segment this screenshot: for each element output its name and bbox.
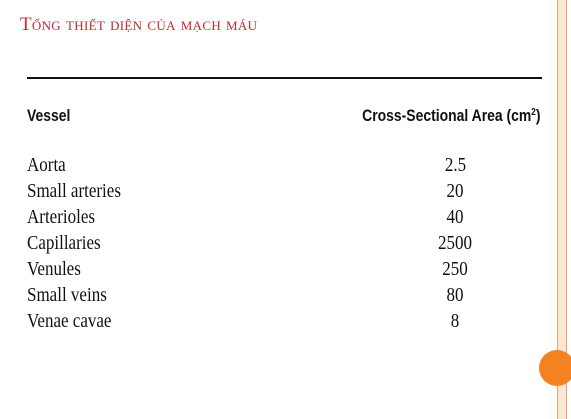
area-value: 80: [446, 284, 464, 306]
table-row: Capillaries 2500: [27, 230, 542, 256]
vessel-name: Arterioles: [27, 206, 95, 228]
header-area-suffix: ): [536, 106, 541, 125]
table-row: Arterioles 40: [27, 204, 542, 230]
header-area-text: Cross-Sectional Area (cm: [362, 106, 532, 125]
table-row: Venules 250: [27, 256, 542, 282]
table-row: Venae cavae 8: [27, 308, 542, 334]
area-value: 250: [442, 258, 468, 280]
header-cross-sectional-area: Cross-Sectional Area (cm2): [363, 106, 541, 126]
table-row: Small veins 80: [27, 282, 542, 308]
slide-title: Tổng thiết diện của mạch máu: [20, 14, 258, 35]
vessel-name: Venules: [27, 258, 81, 280]
vessel-name: Small veins: [27, 284, 107, 306]
vessel-name: Aorta: [27, 154, 66, 176]
area-value: 2.5: [444, 154, 466, 176]
vessel-name: Capillaries: [27, 232, 101, 254]
table-row: Small arteries 20: [27, 178, 542, 204]
area-value: 8: [450, 310, 460, 332]
slide-accent-circle: [539, 350, 571, 386]
header-area-superscript: 2: [531, 107, 537, 118]
vessel-name: Small arteries: [27, 180, 121, 202]
header-vessel: Vessel: [27, 106, 71, 125]
slide-side-rail: [557, 0, 567, 419]
area-value: 40: [446, 206, 464, 228]
vessel-table: Aorta 2.5 Small arteries 20 Arterioles 4…: [27, 152, 542, 334]
table-row: Aorta 2.5: [27, 152, 542, 178]
table-top-rule: [27, 77, 542, 79]
area-value: 2500: [438, 232, 472, 254]
vessel-name: Venae cavae: [27, 310, 112, 332]
area-value: 20: [446, 180, 464, 202]
